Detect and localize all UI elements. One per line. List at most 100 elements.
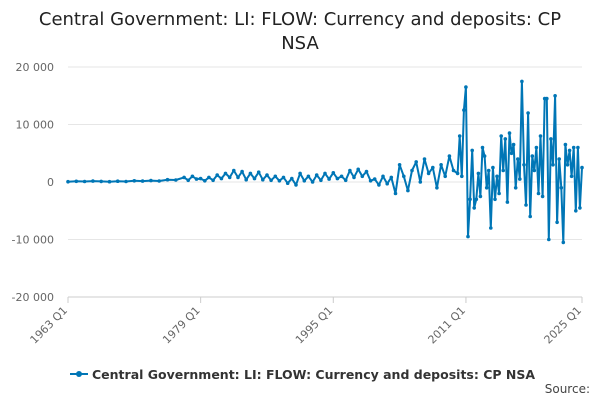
data-point[interactable] — [547, 237, 551, 242]
data-point[interactable] — [269, 178, 273, 183]
data-point[interactable] — [484, 186, 489, 190]
data-point[interactable] — [551, 163, 555, 167]
data-point[interactable] — [310, 180, 315, 184]
data-point[interactable] — [478, 194, 483, 199]
data-point[interactable] — [507, 131, 512, 135]
data-point[interactable] — [503, 137, 508, 141]
data-point[interactable] — [464, 85, 468, 89]
data-point[interactable] — [319, 178, 323, 183]
data-point[interactable] — [352, 175, 356, 180]
data-point[interactable] — [410, 168, 414, 173]
data-point[interactable] — [182, 175, 186, 180]
data-point[interactable] — [227, 175, 232, 180]
data-point[interactable] — [495, 174, 499, 179]
data-point[interactable] — [248, 171, 253, 176]
data-point[interactable] — [343, 178, 348, 183]
data-point[interactable] — [493, 197, 497, 202]
data-point[interactable] — [256, 170, 261, 174]
data-point[interactable] — [194, 177, 199, 181]
data-point[interactable] — [335, 176, 340, 181]
data-point[interactable] — [518, 177, 522, 181]
data-point[interactable] — [439, 163, 443, 167]
data-point[interactable] — [252, 176, 257, 181]
data-point[interactable] — [82, 179, 87, 184]
data-point[interactable] — [505, 200, 510, 204]
data-point[interactable] — [385, 181, 390, 186]
data-point[interactable] — [261, 177, 265, 182]
legend[interactable]: Central Government: LI: FLOW: Currency a… — [70, 364, 590, 384]
data-point[interactable] — [215, 173, 219, 177]
data-point[interactable] — [393, 191, 398, 196]
data-point[interactable] — [520, 79, 524, 84]
data-point[interactable] — [482, 154, 487, 158]
data-point[interactable] — [455, 171, 460, 176]
data-point[interactable] — [538, 134, 543, 138]
data-point[interactable] — [431, 165, 435, 170]
data-point[interactable] — [549, 137, 553, 141]
data-point[interactable] — [115, 179, 120, 183]
data-point[interactable] — [561, 240, 566, 245]
data-point[interactable] — [513, 186, 518, 190]
data-point[interactable] — [489, 226, 493, 230]
data-point[interactable] — [571, 145, 576, 150]
data-point[interactable] — [486, 168, 491, 173]
data-point[interactable] — [265, 173, 269, 177]
data-point[interactable] — [468, 197, 472, 202]
data-point[interactable] — [377, 183, 381, 187]
data-point[interactable] — [472, 206, 477, 210]
data-point[interactable] — [470, 148, 475, 153]
data-point[interactable] — [281, 175, 286, 180]
data-point[interactable] — [462, 108, 466, 112]
data-point[interactable] — [244, 177, 248, 182]
data-point[interactable] — [418, 180, 423, 184]
data-point[interactable] — [74, 179, 79, 184]
data-point[interactable] — [553, 94, 557, 98]
data-point[interactable] — [203, 179, 207, 183]
data-point[interactable] — [534, 145, 539, 150]
data-point[interactable] — [443, 174, 448, 179]
data-point[interactable] — [66, 179, 70, 184]
data-point[interactable] — [545, 96, 549, 101]
data-point[interactable] — [298, 171, 302, 176]
data-point[interactable] — [563, 142, 568, 147]
data-point[interactable] — [532, 168, 537, 173]
data-point[interactable] — [149, 178, 153, 183]
data-point[interactable] — [364, 169, 369, 174]
data-point[interactable] — [236, 175, 240, 180]
data-point[interactable] — [165, 177, 170, 182]
data-point[interactable] — [285, 181, 290, 185]
data-point[interactable] — [356, 167, 361, 172]
data-point[interactable] — [501, 168, 506, 173]
data-point[interactable] — [107, 179, 112, 184]
data-point[interactable] — [474, 197, 479, 202]
data-point[interactable] — [565, 163, 570, 167]
data-point[interactable] — [327, 177, 331, 181]
data-point[interactable] — [277, 179, 282, 183]
data-point[interactable] — [294, 183, 298, 187]
data-point[interactable] — [402, 174, 406, 179]
data-point[interactable] — [232, 168, 236, 173]
data-point[interactable] — [302, 179, 307, 183]
data-point[interactable] — [348, 168, 352, 173]
data-point[interactable] — [567, 148, 572, 153]
data-point[interactable] — [207, 175, 211, 180]
data-point[interactable] — [422, 157, 427, 161]
data-point[interactable] — [574, 209, 578, 213]
data-point[interactable] — [555, 220, 559, 225]
data-point[interactable] — [381, 174, 385, 179]
data-point[interactable] — [99, 179, 103, 184]
data-point[interactable] — [528, 214, 532, 219]
data-point[interactable] — [540, 194, 545, 199]
data-point[interactable] — [273, 174, 278, 179]
data-point[interactable] — [497, 191, 501, 196]
data-point[interactable] — [491, 165, 495, 170]
data-point[interactable] — [524, 203, 528, 207]
data-point[interactable] — [480, 145, 485, 150]
data-point[interactable] — [331, 171, 336, 175]
data-point[interactable] — [397, 163, 402, 167]
data-point[interactable] — [339, 174, 344, 179]
data-point[interactable] — [360, 174, 365, 179]
data-point[interactable] — [240, 169, 244, 174]
data-point[interactable] — [522, 163, 526, 167]
data-point[interactable] — [460, 174, 464, 179]
